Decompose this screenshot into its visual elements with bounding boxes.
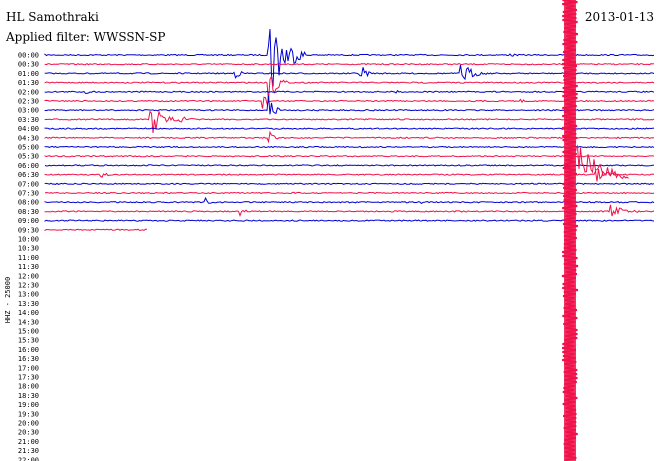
time-label: 09:00 xyxy=(18,217,39,225)
seismic-trace xyxy=(44,164,655,167)
time-label: 17:30 xyxy=(18,374,39,382)
large-event-core xyxy=(564,0,576,461)
seismic-trace xyxy=(44,95,655,115)
time-label: 02:00 xyxy=(18,88,39,96)
time-label: 17:00 xyxy=(18,364,39,372)
time-label: 18:30 xyxy=(18,392,39,400)
time-label: 01:00 xyxy=(18,70,39,78)
seismic-trace xyxy=(44,196,655,205)
time-label: 01:30 xyxy=(18,79,39,87)
time-label: 00:30 xyxy=(18,61,39,69)
time-label: 19:30 xyxy=(18,410,39,418)
time-label: 09:30 xyxy=(18,226,39,234)
seismic-trace xyxy=(44,96,655,109)
seismic-trace xyxy=(44,145,655,149)
time-label: 14:00 xyxy=(18,309,39,317)
time-label: 11:00 xyxy=(18,254,39,262)
time-label: 00:00 xyxy=(18,52,39,60)
station-name: HL Samothraki xyxy=(6,10,99,24)
filter-label: Applied filter: WWSSN-SP xyxy=(5,30,165,44)
seismic-trace xyxy=(44,130,655,144)
seismic-trace xyxy=(44,109,655,134)
seismic-trace xyxy=(44,228,147,232)
seismic-trace xyxy=(44,219,655,222)
time-label: 16:00 xyxy=(18,346,39,354)
time-label: 14:30 xyxy=(18,318,39,326)
time-label: 05:00 xyxy=(18,144,39,152)
time-label: 13:00 xyxy=(18,291,39,299)
seismic-trace xyxy=(44,62,655,66)
time-label: 12:30 xyxy=(18,282,39,290)
time-label: 20:30 xyxy=(18,429,39,437)
time-label: 03:30 xyxy=(18,116,39,124)
time-label: 04:30 xyxy=(18,134,39,142)
time-label: 15:30 xyxy=(18,337,39,345)
time-label: 06:00 xyxy=(18,162,39,170)
time-label: 05:30 xyxy=(18,153,39,161)
time-label: 21:00 xyxy=(18,438,39,446)
time-label: 18:00 xyxy=(18,383,39,391)
date: 2013-01-13 xyxy=(585,10,654,24)
time-label: 11:30 xyxy=(18,263,39,271)
event-coda xyxy=(575,144,629,180)
time-label: 08:30 xyxy=(18,208,39,216)
seismic-trace xyxy=(44,89,655,94)
time-label: 12:00 xyxy=(18,272,39,280)
seismic-trace xyxy=(44,204,655,217)
seismic-trace xyxy=(44,127,655,130)
time-label: 10:30 xyxy=(18,245,39,253)
time-label: 19:00 xyxy=(18,401,39,409)
time-label: 10:00 xyxy=(18,236,39,244)
channel-label: HHZ - 25000 xyxy=(4,277,12,323)
seismic-trace xyxy=(44,74,655,101)
seismic-trace xyxy=(44,64,655,81)
time-label: 15:00 xyxy=(18,328,39,336)
time-label: 07:30 xyxy=(18,190,39,198)
time-label: 20:00 xyxy=(18,420,39,428)
time-label: 03:00 xyxy=(18,107,39,115)
time-label: 07:00 xyxy=(18,180,39,188)
seismic-trace xyxy=(44,182,655,186)
seismic-trace xyxy=(44,169,655,182)
seismic-trace xyxy=(44,155,655,158)
time-label: 02:30 xyxy=(18,98,39,106)
time-label: 21:30 xyxy=(18,447,39,455)
time-label: 16:30 xyxy=(18,355,39,363)
time-label: 04:00 xyxy=(18,125,39,133)
seismic-trace xyxy=(44,191,655,195)
traces xyxy=(44,0,655,461)
time-label: 06:30 xyxy=(18,171,39,179)
time-label: 08:00 xyxy=(18,199,39,207)
time-label: 13:30 xyxy=(18,300,39,308)
seismic-trace xyxy=(44,28,655,87)
time-label: 22:00 xyxy=(18,456,39,461)
